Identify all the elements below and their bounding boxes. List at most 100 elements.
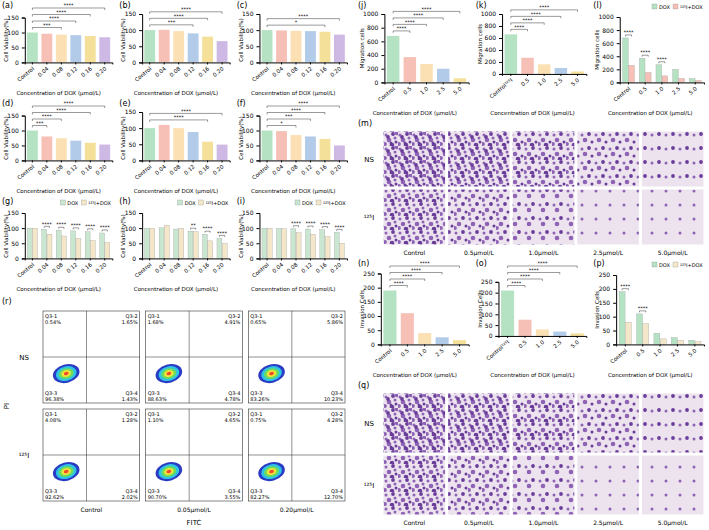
- tick-mark: [642, 344, 643, 346]
- tick: 50: [246, 43, 260, 50]
- tick-mark: [281, 62, 282, 64]
- y-axis-title: Cell Viability(%): [238, 18, 245, 62]
- significance-label: ****: [64, 100, 75, 106]
- tick: 0.16: [197, 62, 211, 78]
- tick-mark: [527, 74, 528, 76]
- bar: [222, 244, 227, 259]
- density-cloud: [269, 371, 275, 375]
- tick-mark: [139, 228, 142, 229]
- significance-label: ***: [285, 113, 293, 119]
- tick: 5.0: [570, 74, 581, 87]
- panel-letter: (i): [237, 197, 245, 206]
- tick-mark: [139, 112, 142, 113]
- tick-mark: [378, 344, 381, 345]
- tick: 0.5: [400, 344, 411, 357]
- quadrant-line: [43, 357, 140, 358]
- tick-mark: [495, 336, 498, 337]
- tick: 0.20: [94, 160, 108, 176]
- tick-label: 100: [7, 29, 19, 36]
- panel: ********************050100150Control0.04…: [2, 197, 113, 293]
- tick-mark: [139, 213, 142, 214]
- bars: [262, 228, 345, 258]
- bars: [27, 131, 110, 161]
- bar: [179, 228, 184, 258]
- tick: 100: [125, 225, 142, 232]
- density-cloud: [259, 364, 283, 383]
- row-label: NS: [19, 354, 29, 362]
- tick-label: 50: [128, 240, 136, 247]
- tick-mark: [495, 293, 498, 294]
- panel-letter: (c): [237, 1, 248, 10]
- tick-label: 0.04: [271, 163, 285, 176]
- significance-bracket: [390, 279, 425, 281]
- plot: ***************050100150Control0.040.080…: [7, 2, 112, 83]
- plot: ********050100150Control0.040.080.120.16…: [125, 108, 230, 181]
- tick-label: 50: [11, 44, 19, 51]
- significance-label: ****: [42, 113, 53, 119]
- tick-label: 5.0: [452, 85, 463, 96]
- tick: Control: [133, 160, 152, 180]
- x-axis-title: Concentration of DOX (μmol/L): [134, 286, 218, 293]
- tick-mark: [256, 131, 259, 132]
- quadrant-percent: 83.26%: [250, 396, 269, 402]
- tick-mark: [281, 160, 282, 162]
- bar: [262, 30, 273, 62]
- legend-swatch: [673, 262, 678, 267]
- y-axis: 02004006008001000: [481, 10, 503, 77]
- bar: [41, 34, 52, 63]
- legend-label: ¹²⁵I+DOX: [680, 262, 703, 268]
- significance-label: ****: [181, 108, 192, 114]
- significance-label: ****: [298, 13, 309, 19]
- tick-label: 0.16: [315, 261, 329, 274]
- significance-bracket: [511, 16, 561, 18]
- tick-mark: [310, 258, 311, 260]
- axis-line: [139, 15, 143, 63]
- significance-bracket: [508, 266, 578, 268]
- tick-label: 0: [250, 255, 254, 262]
- density-cloud: [163, 467, 174, 476]
- bars: [27, 33, 110, 63]
- bar: [334, 232, 339, 258]
- tick: 0.08: [51, 258, 65, 274]
- significance-bracket: [393, 11, 460, 13]
- bar: [105, 242, 110, 258]
- column-label: Control: [403, 249, 425, 256]
- tick-label: 200: [367, 65, 379, 72]
- bar: [320, 230, 325, 259]
- tick-label: Control: [609, 347, 628, 365]
- flow-plot: Q3-10.65%Q3-25.86%Q3-383.26%Q3-410.23%: [248, 311, 345, 403]
- significance-label: ****: [529, 267, 540, 273]
- significance-label: ****: [291, 107, 302, 113]
- tick-mark: [678, 82, 679, 84]
- micrograph: [577, 132, 639, 187]
- column-label: 1.0μmol/L: [529, 519, 560, 527]
- x-axis-title: Concentration of DOX (μmol/L): [16, 286, 100, 293]
- tick-mark: [324, 160, 325, 162]
- tick-mark: [559, 336, 560, 338]
- tick-label: 0.16: [80, 261, 94, 274]
- tick-label: 100: [125, 225, 137, 232]
- tick: 0.20: [329, 258, 343, 274]
- tick: 100: [481, 311, 498, 318]
- bar: [619, 292, 625, 345]
- significance-label: **: [191, 222, 197, 228]
- tick: 1.0: [535, 336, 546, 349]
- tick: 2.5: [552, 336, 563, 349]
- bar: [150, 228, 155, 258]
- density-cloud: [51, 459, 82, 484]
- tick-mark: [381, 69, 384, 70]
- tick-mark: [409, 82, 410, 84]
- tick: 50: [246, 240, 260, 247]
- x-axis: Control0.040.080.120.160.20: [133, 160, 230, 180]
- tick-mark: [310, 160, 311, 162]
- tick-mark: [22, 62, 25, 63]
- x-axis-title: Concentration of DOX (μmol/L): [373, 110, 457, 117]
- tick-label: 150: [242, 10, 254, 17]
- tick-label: 50: [128, 43, 136, 50]
- tick: 100: [242, 225, 259, 232]
- tick: 250: [599, 271, 616, 278]
- tick-mark: [324, 62, 325, 64]
- tick-label: 0.08: [286, 163, 300, 176]
- significance-label: *: [280, 120, 283, 126]
- panel: ************02004006008001000Control0.51…: [593, 1, 704, 117]
